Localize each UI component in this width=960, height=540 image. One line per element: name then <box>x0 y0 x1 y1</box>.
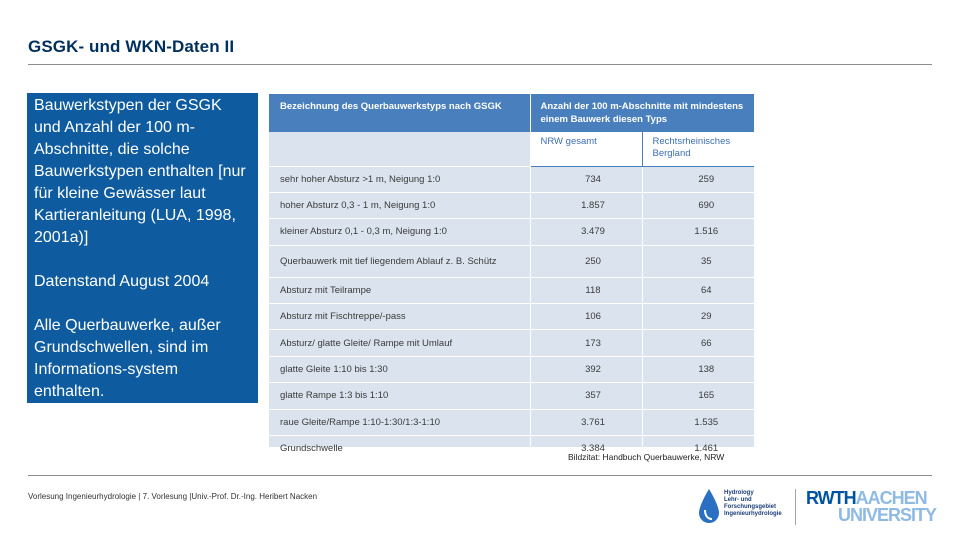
name: Querbauwerk mit tief liegendem Ablauf z.… <box>269 244 531 278</box>
name: Grundschwelle <box>269 435 531 462</box>
table-row: Querbauwerk mit tief liegendem Ablauf z.… <box>269 244 754 278</box>
header-bergland: Rechtsrheinisches Bergland <box>642 132 754 167</box>
nrw-value: 118 <box>530 276 643 304</box>
header-structure-name: Bezeichnung des Querbauwerkstyps nach GS… <box>269 94 531 132</box>
info-paragraph-types: Bauwerkstypen der GSGK und Anzahl der 10… <box>34 97 246 246</box>
logo-divider <box>795 489 796 525</box>
table-row: Absturz mit Fischtreppe/-pass 106 29 <box>269 303 754 330</box>
nrw-value: 3.761 <box>530 408 643 436</box>
table-row: hoher Absturz 0,3 - 1 m, Neigung 1:0 1.85… <box>269 191 754 219</box>
image-citation: Bildzitat: Handbuch Querbauwerke, NRW <box>568 452 725 462</box>
info-paragraph-note: Alle Querbauwerke, außer Grundschwellen,… <box>34 317 221 400</box>
structure-type-table: Bezeichnung des Querbauwerkstyps nach GS… <box>269 94 754 462</box>
nrw-value: 1.857 <box>530 191 643 219</box>
bergland-value: 1.535 <box>642 408 754 436</box>
name: glatte Rampe 1:3 bis 1:10 <box>269 382 531 410</box>
name: Absturz mit Teilrampe <box>269 276 531 304</box>
header-blank-cell <box>269 132 531 166</box>
nrw-value: 392 <box>530 355 643 383</box>
nrw-value: 734 <box>530 165 643 193</box>
top-divider <box>28 64 932 65</box>
bergland-value: 1.461 <box>642 435 754 462</box>
bergland-value: 29 <box>642 303 754 330</box>
nrw-value: 250 <box>530 244 643 278</box>
nrw-value: 357 <box>530 382 643 410</box>
name: Absturz/ glatte Gleite/ Rampe mit Umlauf <box>269 329 531 357</box>
name: hoher Absturz 0,3 - 1 m, Neigung 1:0 <box>269 191 531 219</box>
bergland-value: 64 <box>642 276 754 304</box>
table-row: Absturz/ glatte Gleite/ Rampe mit Umlauf… <box>269 329 754 357</box>
water-drop-icon <box>699 489 719 523</box>
hydrology-institute-logo: Hydrology Lehr- und Forschungsgebiet Ing… <box>698 487 793 527</box>
name: Absturz mit Fischtreppe/-pass <box>269 303 531 330</box>
table-row: glatte Rampe 1:3 bis 1:10 357 165 <box>269 382 754 410</box>
name: sehr hoher Absturz >1 m, Neigung 1:0 <box>269 165 531 193</box>
name: raue Gleite/Rampe 1:10-1:30/1:3-1:10 <box>269 408 531 436</box>
header-section-count: Anzahl der 100 m-Abschnitte mit mindeste… <box>530 94 754 132</box>
table-row: kleiner Absturz 0,1 - 0,3 m, Neigung 1:0… <box>269 218 754 246</box>
info-paragraph-date: Datenstand August 2004 <box>34 273 210 290</box>
nrw-value: 3.479 <box>530 218 643 246</box>
nrw-value: 106 <box>530 303 643 330</box>
bergland-value: 690 <box>642 191 754 219</box>
bergland-value: 35 <box>642 244 754 278</box>
table-row: raue Gleite/Rampe 1:10-1:30/1:3-1:10 3.76… <box>269 408 754 436</box>
nrw-value: 173 <box>530 329 643 357</box>
bergland-value: 165 <box>642 382 754 410</box>
slide-title: GSGK- und WKN-Daten II <box>28 37 235 56</box>
table-row: Grundschwelle 3.384 1.461 <box>269 435 754 462</box>
info-box: Bauwerkstypen der GSGK und Anzahl der 10… <box>27 93 258 403</box>
bergland-value: 1.516 <box>642 218 754 246</box>
institute-name: Hydrology Lehr- und Forschungsgebiet Ing… <box>724 490 782 517</box>
bergland-value: 138 <box>642 355 754 383</box>
table-row: sehr hoher Absturz >1 m, Neigung 1:0 734 2… <box>269 165 754 193</box>
rwth-logo: RWTHAACHEN UNIVERSITY <box>806 488 937 525</box>
bergland-value: 66 <box>642 329 754 357</box>
footer-text: Vorlesung Ingenieurhydrologie | 7. Vorle… <box>28 492 318 501</box>
name: kleiner Absturz 0,1 - 0,3 m, Neigung 1:0 <box>269 218 531 246</box>
bottom-divider <box>28 475 932 476</box>
nrw-value: 3.384 <box>530 435 643 462</box>
table-row: Absturz mit Teilrampe 118 64 <box>269 276 754 304</box>
table-row: glatte Gleite 1:10 bis 1:30 392 138 <box>269 355 754 383</box>
bergland-value: 259 <box>642 165 754 193</box>
name: glatte Gleite 1:10 bis 1:30 <box>269 355 531 383</box>
header-nrw-total: NRW gesamt <box>530 132 643 167</box>
